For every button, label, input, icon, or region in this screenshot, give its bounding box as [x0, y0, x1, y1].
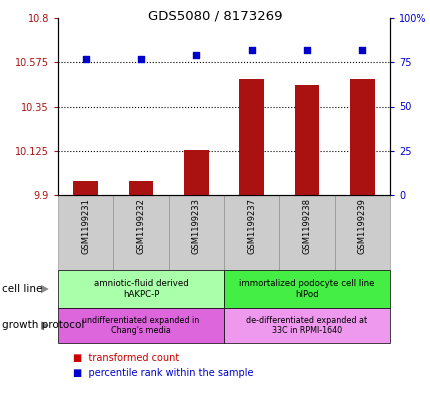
Point	[193, 52, 200, 58]
Bar	[349, 79, 374, 195]
Text: undifferentiated expanded in
Chang's media: undifferentiated expanded in Chang's med…	[82, 316, 199, 335]
Point	[137, 55, 144, 62]
Text: cell line: cell line	[2, 284, 43, 294]
Text: de-differentiated expanded at
33C in RPMI-1640: de-differentiated expanded at 33C in RPM…	[246, 316, 367, 335]
Text: ■  transformed count: ■ transformed count	[73, 353, 179, 363]
Polygon shape	[41, 321, 49, 330]
Bar	[73, 181, 98, 195]
Bar	[294, 85, 319, 195]
Bar	[239, 79, 264, 195]
Text: amniotic-fluid derived
hAKPC-P: amniotic-fluid derived hAKPC-P	[93, 279, 188, 299]
Text: growth protocol: growth protocol	[2, 321, 84, 331]
Bar	[128, 181, 153, 195]
Text: GDS5080 / 8173269: GDS5080 / 8173269	[148, 10, 282, 23]
Polygon shape	[41, 285, 49, 293]
Text: ■  percentile rank within the sample: ■ percentile rank within the sample	[73, 368, 253, 378]
Point	[358, 47, 365, 53]
Point	[248, 47, 255, 53]
Point	[303, 47, 310, 53]
Text: immortalized podocyte cell line
hIPod: immortalized podocyte cell line hIPod	[239, 279, 374, 299]
Point	[82, 55, 89, 62]
Bar	[184, 150, 208, 195]
